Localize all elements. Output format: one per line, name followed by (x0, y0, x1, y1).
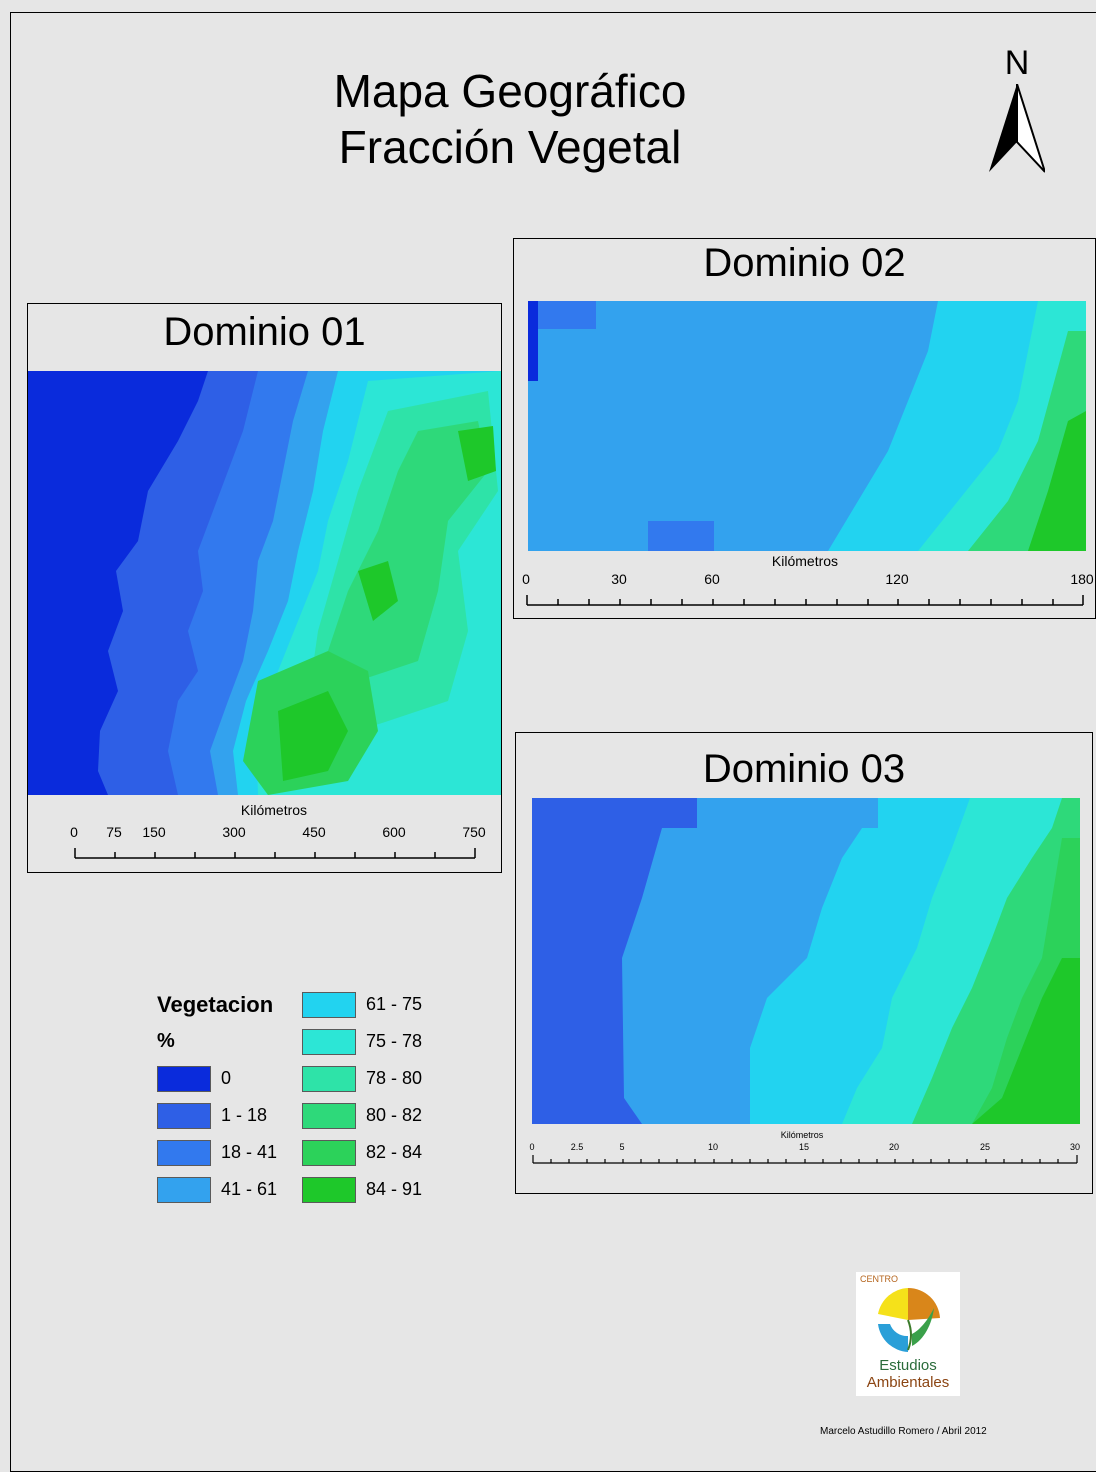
map-dominio-02 (528, 301, 1086, 551)
scale-bar-dominio-03: Kilómetros 0 2.5 5 10 15 20 25 30 (529, 1129, 1080, 1189)
scale-tick: 180 (1070, 571, 1094, 587)
author-credit: Marcelo Astudillo Romero / Abril 2012 (820, 1426, 987, 1437)
scale-bar-dominio-01: Kilómetros 0 75 150 300 450 600 750 (70, 802, 486, 864)
scale-tick: 0 (522, 571, 530, 587)
logo-emblem-icon (878, 1288, 940, 1352)
scale-tick: 60 (704, 571, 720, 587)
logo-text-centro: CENTRO (860, 1274, 898, 1284)
scale-tick: 5 (619, 1142, 625, 1152)
logo-text-ambientales: Ambientales (866, 1374, 950, 1391)
legend-label: 0 (221, 1068, 232, 1088)
scale-bar-line (532, 1155, 1078, 1164)
panel-dominio-01: Dominio 01 Kilómetros 0 75 150 300 450 6… (27, 303, 502, 873)
scale-tick: 30 (1069, 1142, 1081, 1152)
legend-label: 75 - 78 (366, 1031, 423, 1051)
scale-tick: 20 (888, 1142, 900, 1152)
scale-bar-line (526, 595, 1084, 606)
north-arrow: N (985, 46, 1049, 176)
scale-unit: Kilómetros (780, 1130, 824, 1140)
legend-swatch (157, 1103, 211, 1129)
scale-tick: 30 (611, 571, 627, 587)
scale-tick: 25 (979, 1142, 991, 1152)
scale-tick: 600 (382, 824, 406, 840)
scale-tick: 75 (106, 824, 122, 840)
legend-label: 84 - 91 (366, 1179, 423, 1199)
scale-tick: 750 (462, 824, 486, 840)
scale-tick: 0 (70, 824, 78, 840)
scale-tick: 150 (142, 824, 166, 840)
scale-bar-dominio-02: Kilómetros 0 30 60 120 180 (522, 553, 1094, 617)
legend-label: 1 - 18 (221, 1105, 268, 1125)
legend-swatch (302, 1140, 356, 1166)
legend-swatch (302, 1066, 356, 1092)
scale-tick: 300 (222, 824, 246, 840)
legend-label: 41 - 61 (221, 1179, 278, 1199)
legend-label: 82 - 84 (366, 1142, 423, 1162)
scale-tick: 2.5 (570, 1142, 584, 1152)
map-title-line-1: Mapa Geográfico (333, 65, 687, 117)
legend-label: 61 - 75 (366, 994, 423, 1014)
north-label: N (1004, 44, 1030, 82)
panel-title: Dominio 01 (163, 310, 366, 354)
legend-unit: % (157, 1030, 175, 1052)
legend-swatch (302, 1029, 356, 1055)
legend-label: 80 - 82 (366, 1105, 423, 1125)
legend-label: 18 - 41 (221, 1142, 278, 1162)
map-dominio-01 (28, 371, 501, 795)
scale-tick: 10 (707, 1142, 719, 1152)
scale-bar-line (74, 848, 476, 859)
centro-estudios-ambientales-logo: CENTRO Estudios Ambientales (856, 1272, 960, 1396)
panel-title: Dominio 03 (702, 747, 906, 791)
scale-tick: 450 (302, 824, 326, 840)
north-arrow-icon (989, 84, 1045, 173)
legend-label: 78 - 80 (366, 1068, 423, 1088)
panel-dominio-02: Dominio 02 Kilómetros 0 30 60 120 180 (513, 238, 1096, 619)
legend-swatch (157, 1140, 211, 1166)
panel-dominio-03: Dominio 03 Kilómetros 0 2.5 5 10 15 20 2… (515, 732, 1093, 1194)
logo-text-estudios: Estudios (879, 1357, 937, 1374)
panel-title: Dominio 02 (703, 241, 906, 285)
legend-swatch (157, 1066, 211, 1092)
map-title-line-2: Fracción Vegetal (338, 121, 682, 173)
scale-tick: 120 (885, 571, 909, 587)
map-dominio-03 (532, 798, 1080, 1124)
legend-swatch (157, 1177, 211, 1203)
legend-swatch (302, 1177, 356, 1203)
scale-unit: Kilómetros (240, 802, 308, 818)
legend-title: Vegetacion (157, 992, 274, 1017)
scale-tick: 0 (529, 1142, 535, 1152)
scale-unit: Kilómetros (771, 553, 839, 569)
legend-swatch (302, 992, 356, 1018)
scale-tick: 15 (798, 1142, 810, 1152)
legend-swatch (302, 1103, 356, 1129)
legend: Vegetacion % 0 1 - 18 18 - 41 41 - 61 61… (157, 990, 457, 1220)
